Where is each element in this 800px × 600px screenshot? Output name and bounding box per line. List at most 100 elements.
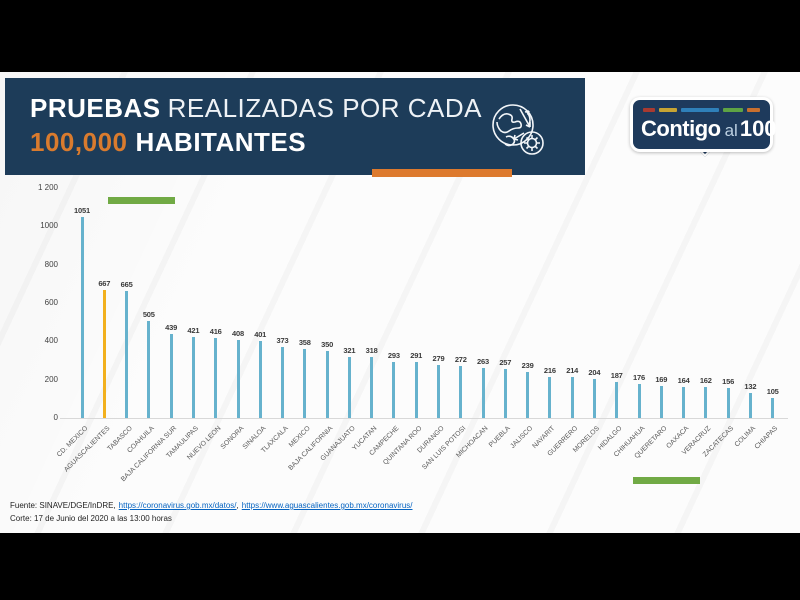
bar-value-label: 214 (566, 366, 579, 375)
y-axis-tick-label: 600 (44, 298, 58, 307)
bar (80, 216, 84, 418)
logo-word-contigo: Contigo (641, 116, 721, 141)
title-number: 100,000 (30, 127, 128, 157)
green-highlight-marker-top (108, 197, 175, 204)
bar (437, 364, 440, 418)
title-line-2: 100,000 HABITANTES (30, 125, 585, 159)
title-rest-1: REALIZADAS POR CADA (167, 93, 482, 123)
chart-plot: 1 200 1000 800 600 400 200 0 1051 CD. MEXICO 667 A… (0, 72, 800, 533)
logo-dash (722, 107, 743, 112)
bar-value-label: 272 (454, 354, 467, 364)
bar-value-label: 187 (610, 371, 623, 381)
bar (615, 382, 619, 418)
source-separator: , (236, 501, 239, 510)
bar (548, 376, 552, 418)
bar (659, 385, 663, 418)
bar (370, 357, 374, 419)
bar-value-label: 164 (677, 375, 690, 385)
bar-value-label: 257 (499, 357, 512, 367)
bar-value-label: 350 (321, 339, 334, 349)
logo-dash (746, 107, 760, 112)
bar (281, 346, 284, 418)
bar (526, 372, 530, 418)
bar (392, 361, 396, 418)
bar-value-label: 216 (543, 365, 556, 375)
bar (748, 392, 752, 418)
bar (236, 339, 240, 418)
y-axis-tick-label: 0 (53, 413, 58, 422)
bar (191, 337, 195, 418)
bar (726, 388, 730, 418)
bar-value-label: 667 (98, 279, 111, 289)
bar (682, 386, 686, 418)
bar-value-label: 408 (232, 328, 244, 338)
title-word-pruebas: PRUEBAS (30, 93, 161, 123)
bar (570, 377, 574, 418)
logo-dash (659, 107, 678, 112)
y-axis-tick-label: 200 (44, 374, 58, 384)
y-axis-tick-label: 400 (44, 336, 58, 346)
bar-value-label: 132 (744, 381, 757, 391)
source-link-coronavirus-gob[interactable]: https://coronavirus.gob.mx/datos/ (118, 501, 237, 510)
bar (481, 367, 485, 418)
bar-value-label: 105 (766, 386, 779, 396)
bar-value-label: 169 (655, 374, 668, 384)
cutoff-line: Corte: 17 de Junio del 2020 a las 13:00 … (10, 514, 172, 523)
bar-value-label: 421 (187, 326, 200, 336)
bar-value-label: 416 (209, 327, 222, 337)
bar-value-label: 318 (365, 346, 378, 356)
logo-dash (643, 107, 656, 112)
bar-value-label: 156 (722, 377, 735, 387)
orange-accent-bar (372, 169, 512, 177)
bar-value-label: 439 (165, 322, 178, 332)
bar (414, 362, 418, 418)
bar (637, 384, 641, 418)
bar-value-label: 204 (588, 367, 601, 377)
bar (325, 350, 329, 418)
globe-virus-icon (492, 104, 544, 155)
y-axis-tick-label: 1 200 (37, 183, 58, 192)
title-banner: PRUEBAS REALIZADAS POR CADA 100,000 HABITA… (5, 78, 585, 175)
x-axis-line (60, 418, 788, 419)
green-highlight-marker-bottom (633, 477, 700, 484)
bar-value-label: 1051 (74, 205, 90, 215)
logo-word-al: al (724, 121, 738, 140)
bar (771, 397, 775, 418)
y-axis-tick-label: 1000 (40, 221, 58, 231)
bar-value-label: 505 (142, 310, 155, 320)
logo-color-dashes (643, 107, 760, 112)
bar-value-label: 358 (298, 338, 311, 348)
bar (459, 365, 463, 418)
bar (347, 356, 351, 418)
bar-value-label: 665 (120, 279, 133, 289)
bar-value-label: 321 (343, 345, 356, 355)
bar-value-label: 279 (432, 353, 445, 363)
source-link-aguascalientes[interactable]: https://www.aguascalientes.gob.mx/corona… (241, 501, 413, 510)
bar-value-label: 176 (633, 373, 645, 383)
contigo-al-100-logo: Contigo al100 (630, 97, 777, 152)
title-line-1: PRUEBAS REALIZADAS POR CADA (30, 91, 585, 125)
bar (102, 290, 106, 418)
bar (592, 378, 596, 418)
bar (214, 338, 218, 418)
y-axis-tick-label: 800 (44, 259, 58, 269)
bar-value-label: 239 (521, 361, 534, 371)
bar (303, 349, 307, 418)
bar (503, 368, 507, 418)
bar (704, 386, 708, 418)
logo-text: Contigo al100 (641, 115, 777, 146)
x-axis-category-label: CHIAPAS (753, 425, 780, 451)
source-prefix: Fuente: SINAVE/DGE/InDRE, (10, 501, 116, 510)
bar-value-label: 373 (276, 335, 289, 345)
bar-value-label: 291 (410, 351, 423, 361)
bar-value-label: 263 (477, 356, 489, 366)
logo-word-100: 100 (739, 116, 777, 141)
bar-value-label: 162 (699, 375, 712, 385)
bar-value-label: 401 (254, 330, 267, 340)
title-rest-2: HABITANTES (135, 127, 307, 157)
logo-dash (681, 107, 719, 112)
bar (169, 333, 173, 418)
bar (258, 341, 262, 418)
source-line: Fuente: SINAVE/DGE/InDRE, https://coronav… (10, 499, 413, 512)
